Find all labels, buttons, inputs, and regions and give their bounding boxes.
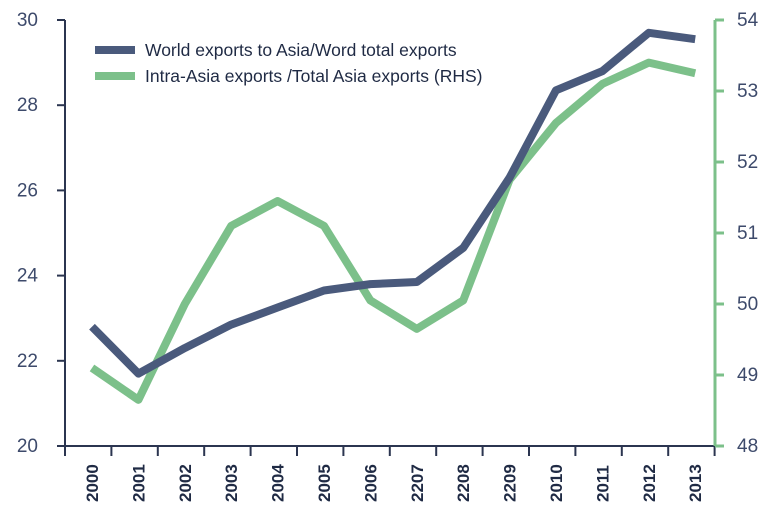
x-tick-label: 2010	[547, 464, 566, 502]
x-tick-label: 2000	[83, 464, 102, 502]
right-tick-label: 48	[737, 436, 758, 457]
legend-label-world: World exports to Asia/Word total exports	[145, 40, 457, 60]
x-tick-label: 2004	[269, 464, 288, 502]
right-tick-label: 51	[737, 223, 758, 244]
legend: World exports to Asia/Word total exports…	[95, 40, 482, 86]
x-tick-label: 2012	[640, 464, 659, 502]
x-tick-label: 2013	[686, 464, 705, 502]
right-tick-label: 49	[737, 365, 758, 386]
left-y-axis: 20 22 24 26 28 30	[17, 10, 66, 457]
x-tick-label: 2005	[315, 464, 334, 502]
x-tick-label: 2006	[361, 464, 380, 502]
left-tick-label: 28	[17, 95, 38, 116]
x-tick-label: 2002	[176, 464, 195, 502]
left-tick-label: 20	[17, 436, 38, 457]
right-tick-label: 54	[737, 10, 759, 31]
left-tick-label: 22	[17, 351, 38, 372]
right-tick-label: 53	[737, 81, 758, 102]
series-line-world-exports	[89, 28, 696, 378]
right-y-axis: 48 49 50 51 52 53 54	[713, 10, 759, 457]
legend-label-intra-asia: Intra-Asia exports /Total Asia exports (…	[145, 66, 482, 86]
right-tick-label: 50	[737, 294, 758, 315]
x-tick-label: 2001	[129, 464, 148, 502]
x-tick-label: 2209	[501, 464, 520, 502]
x-tick-label: 2208	[454, 464, 473, 502]
left-tick-label: 30	[17, 10, 38, 31]
series-lines	[89, 28, 697, 404]
x-tick-label: 2011	[593, 465, 612, 502]
x-tick-label: 2207	[408, 464, 427, 502]
series-line-intra-asia	[89, 58, 697, 404]
x-tick-label: 2003	[222, 464, 241, 502]
right-tick-label: 52	[737, 152, 758, 173]
left-tick-label: 26	[17, 180, 38, 201]
x-axis: 2000 2001 2002 2003 2004 2005 2006 2207 2208 2209…	[64, 445, 716, 502]
left-tick-label: 24	[17, 266, 39, 287]
